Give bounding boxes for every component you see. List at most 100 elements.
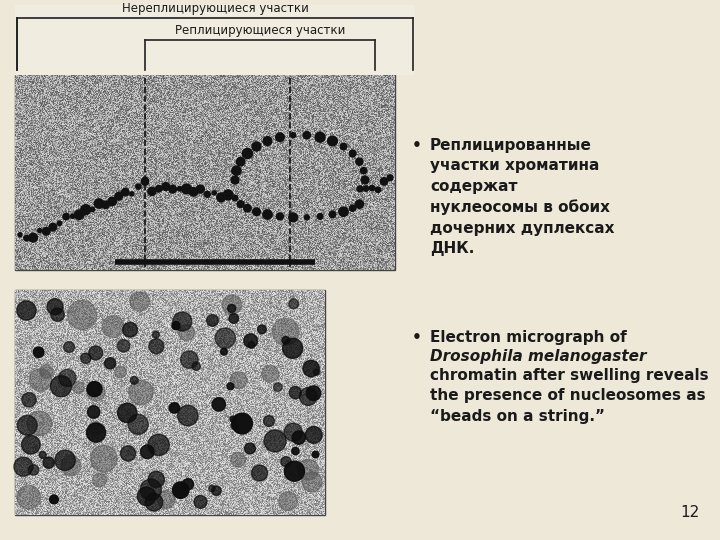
Circle shape <box>232 195 238 201</box>
Bar <box>15 5 415 75</box>
Circle shape <box>153 332 159 338</box>
Circle shape <box>28 465 39 475</box>
Circle shape <box>279 492 297 510</box>
Circle shape <box>156 185 162 192</box>
Circle shape <box>274 383 282 391</box>
Circle shape <box>230 372 247 389</box>
Circle shape <box>263 137 272 145</box>
Circle shape <box>93 473 107 487</box>
Circle shape <box>229 314 238 323</box>
Circle shape <box>51 308 64 321</box>
Circle shape <box>364 186 369 191</box>
Circle shape <box>281 457 291 467</box>
Circle shape <box>298 460 318 480</box>
Text: Реплицирующиеся участки: Реплицирующиеся участки <box>175 24 345 37</box>
Circle shape <box>148 187 156 195</box>
Circle shape <box>253 208 261 215</box>
Circle shape <box>369 185 374 191</box>
Circle shape <box>17 301 36 320</box>
Circle shape <box>292 431 305 444</box>
Circle shape <box>129 380 153 404</box>
Circle shape <box>251 465 268 481</box>
Circle shape <box>209 485 215 492</box>
Circle shape <box>292 448 299 455</box>
Circle shape <box>177 186 182 191</box>
Circle shape <box>349 205 356 211</box>
Circle shape <box>71 214 75 218</box>
Circle shape <box>361 176 369 184</box>
Circle shape <box>57 221 62 226</box>
Circle shape <box>104 357 116 369</box>
Circle shape <box>37 228 42 233</box>
Circle shape <box>375 187 381 192</box>
Circle shape <box>303 360 319 377</box>
Text: •: • <box>412 330 422 345</box>
Circle shape <box>192 362 200 370</box>
Circle shape <box>43 457 54 468</box>
Circle shape <box>17 415 37 435</box>
Circle shape <box>276 213 284 220</box>
Circle shape <box>173 482 189 498</box>
Circle shape <box>244 334 258 348</box>
Circle shape <box>264 430 286 452</box>
Circle shape <box>300 388 317 406</box>
Circle shape <box>289 387 302 399</box>
Circle shape <box>356 158 363 165</box>
Circle shape <box>102 201 109 208</box>
Circle shape <box>86 423 106 442</box>
Circle shape <box>183 478 194 490</box>
Circle shape <box>145 494 163 511</box>
Circle shape <box>114 192 122 200</box>
Circle shape <box>42 227 50 235</box>
Circle shape <box>87 383 105 401</box>
Text: Реплицированные
участки хроматина
содержат
нуклеосомы в обоих
дочерних дуплексах: Реплицированные участки хроматина содерж… <box>430 138 614 256</box>
Circle shape <box>303 132 310 139</box>
Text: Drosophila melanogaster: Drosophila melanogaster <box>430 349 647 364</box>
Circle shape <box>29 233 37 242</box>
Circle shape <box>181 351 198 368</box>
Circle shape <box>212 191 216 195</box>
Circle shape <box>87 382 102 397</box>
Text: •: • <box>412 138 422 153</box>
Circle shape <box>263 210 272 219</box>
Text: Нереплицирующиеся участки: Нереплицирующиеся участки <box>122 2 308 15</box>
Circle shape <box>313 369 320 375</box>
Text: chromatin after swelling reveals
the presence of nucleosomes as
“beads on a stri: chromatin after swelling reveals the pre… <box>430 368 708 424</box>
Circle shape <box>50 495 58 504</box>
Circle shape <box>169 403 179 413</box>
Circle shape <box>231 176 239 184</box>
Circle shape <box>169 185 176 193</box>
Circle shape <box>138 487 156 505</box>
Circle shape <box>89 422 102 435</box>
Circle shape <box>117 403 137 423</box>
Circle shape <box>223 190 233 200</box>
Circle shape <box>157 491 175 509</box>
Circle shape <box>81 353 91 363</box>
Circle shape <box>355 200 364 208</box>
Circle shape <box>120 446 135 461</box>
Circle shape <box>215 328 235 348</box>
Bar <box>15 75 395 270</box>
Circle shape <box>128 414 148 434</box>
Circle shape <box>148 434 169 456</box>
Circle shape <box>90 207 94 212</box>
Circle shape <box>252 142 261 151</box>
Circle shape <box>194 495 207 508</box>
Circle shape <box>47 299 63 315</box>
Circle shape <box>230 452 246 467</box>
Circle shape <box>142 177 148 184</box>
Circle shape <box>243 148 253 159</box>
Circle shape <box>243 205 251 212</box>
Text: Electron micrograph of: Electron micrograph of <box>430 330 626 345</box>
Circle shape <box>108 197 117 206</box>
Circle shape <box>305 215 310 220</box>
Circle shape <box>179 325 194 341</box>
Circle shape <box>148 471 164 488</box>
Circle shape <box>22 393 36 407</box>
Circle shape <box>315 132 325 142</box>
Circle shape <box>291 133 296 138</box>
Circle shape <box>181 184 192 194</box>
Circle shape <box>14 457 33 476</box>
Circle shape <box>136 184 141 189</box>
Circle shape <box>30 369 52 391</box>
